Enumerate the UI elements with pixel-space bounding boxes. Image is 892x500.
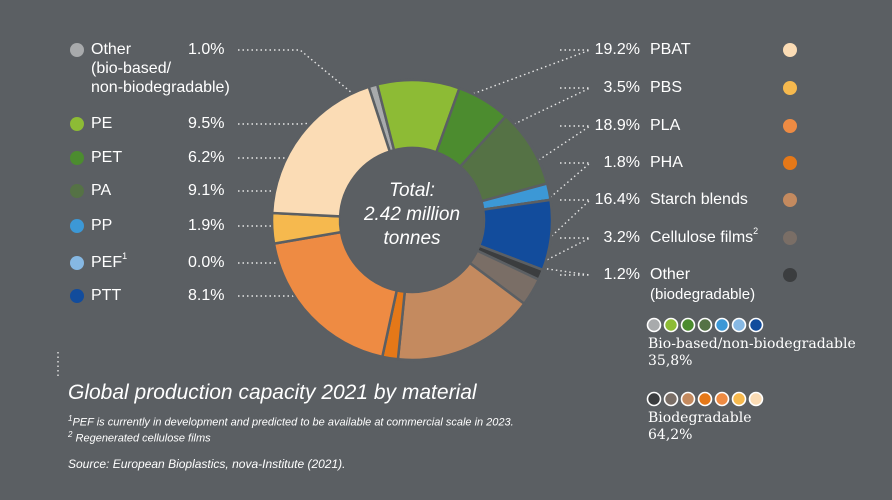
- group-dot-bd-cellulose-films: [663, 391, 679, 407]
- legend-value-pla: 18.9%: [595, 117, 640, 134]
- center-label-line: Total:: [389, 180, 435, 201]
- legend-dot-pe: [70, 117, 84, 131]
- group-percent-bio: 35,8%: [648, 353, 693, 369]
- legend-dot-pbat: [783, 43, 797, 57]
- legend-name-line3: non-biodegradable): [91, 79, 230, 96]
- legend-name-pbs: PBS: [650, 79, 682, 96]
- leader-line: [509, 237, 591, 280]
- leader-line: [297, 87, 591, 228]
- legend-value-pp: 1.9%: [188, 217, 224, 234]
- group-label-bd: Biodegradable: [648, 410, 752, 426]
- legend-name-pa: PA: [91, 182, 111, 199]
- group-dot-bio-other: [646, 317, 662, 333]
- footnote-2: 2 Regenerated cellulose films: [68, 430, 211, 445]
- legend-name-starch-blends: Starch blends: [650, 191, 748, 208]
- legend-name-pe: PE: [91, 115, 112, 132]
- legend-value-pe: 9.5%: [188, 115, 224, 132]
- group-summary-bd: Biodegradable 64,2%: [648, 410, 751, 444]
- group-label-bio: Bio-based/non-biodegradable: [648, 336, 856, 352]
- group-dot-bio-pet: [680, 317, 696, 333]
- center-label-line: tonnes: [383, 228, 441, 249]
- legend-dot-other: [70, 43, 84, 57]
- legend-name-cellulose-films: Cellulose films2: [650, 226, 758, 246]
- donut-hole: [340, 148, 484, 292]
- group-dot-bd-pbs: [731, 391, 747, 407]
- legend-dot-pef: [70, 256, 84, 270]
- group-dot-bio-pef: [731, 317, 747, 333]
- group-dot-bd-other: [646, 391, 662, 407]
- legend-value-pef: 0.0%: [188, 254, 224, 271]
- group-dot-bio-pp: [714, 317, 730, 333]
- legend-name-pet: PET: [91, 149, 122, 166]
- source-note: Source: European Bioplastics, nova-Insti…: [68, 457, 346, 471]
- legend-name-pef: PEF1: [91, 251, 127, 271]
- legend-dot-pp: [70, 219, 84, 233]
- legend-name-pla: PLA: [650, 117, 681, 134]
- legend-name-line2: (biodegradable): [650, 286, 755, 303]
- legend-value-other: 1.0%: [188, 41, 224, 58]
- leader-line: [457, 199, 592, 325]
- legend-name-other: Other: [650, 266, 691, 283]
- group-dot-bd-pla: [714, 391, 730, 407]
- legend-name-ptt: PTT: [91, 287, 121, 304]
- legend-dot-pla: [783, 119, 797, 133]
- legend-value-ptt: 8.1%: [188, 287, 224, 304]
- center-label-line: 2.42 million: [363, 204, 460, 225]
- legend-value-pbat: 19.2%: [595, 41, 640, 58]
- legend-dot-cellulose-films: [783, 231, 797, 245]
- legend-dot-other: [783, 268, 797, 282]
- group-dot-bd-starch-blends: [680, 391, 696, 407]
- legend-dot-ptt: [70, 289, 84, 303]
- legend-value-pbs: 3.5%: [604, 79, 640, 96]
- legend-value-other: 1.2%: [604, 266, 640, 283]
- leader-line: [516, 263, 591, 276]
- group-percent-bd: 64,2%: [648, 427, 693, 443]
- group-dot-bio-pa: [697, 317, 713, 333]
- group-dot-bio-ptt: [748, 317, 764, 333]
- legend-dot-starch-blends: [783, 193, 797, 207]
- legend-value-cellulose-films: 3.2%: [604, 229, 640, 246]
- legend-name-other: Other: [91, 41, 132, 58]
- leader-line: [329, 125, 593, 300]
- legend-value-pet: 6.2%: [188, 149, 224, 166]
- legend-value-pa: 9.1%: [188, 182, 224, 199]
- footnote-1: 1PEF is currently in development and pre…: [68, 414, 514, 429]
- legend-name-pbat: PBAT: [650, 41, 691, 58]
- legend-name-pha: PHA: [650, 154, 683, 171]
- legend-value-pha: 1.8%: [604, 154, 640, 171]
- legend-dot-pa: [70, 184, 84, 198]
- legend-value-starch-blends: 16.4%: [595, 191, 640, 208]
- legend-dot-pbs: [783, 81, 797, 95]
- legend-name-line2: (bio-based/: [91, 60, 172, 77]
- group-dot-bio-pe: [663, 317, 679, 333]
- group-dot-bd-pha: [697, 391, 713, 407]
- legend-dot-pet: [70, 151, 84, 165]
- chart-title: Global production capacity 2021 by mater…: [68, 381, 477, 404]
- group-summary-bio: Bio-based/non-biodegradable 35,8%: [648, 336, 856, 370]
- legend-dot-pha: [783, 156, 797, 170]
- legend-name-pp: PP: [91, 217, 112, 234]
- group-dot-bd-pbat: [748, 391, 764, 407]
